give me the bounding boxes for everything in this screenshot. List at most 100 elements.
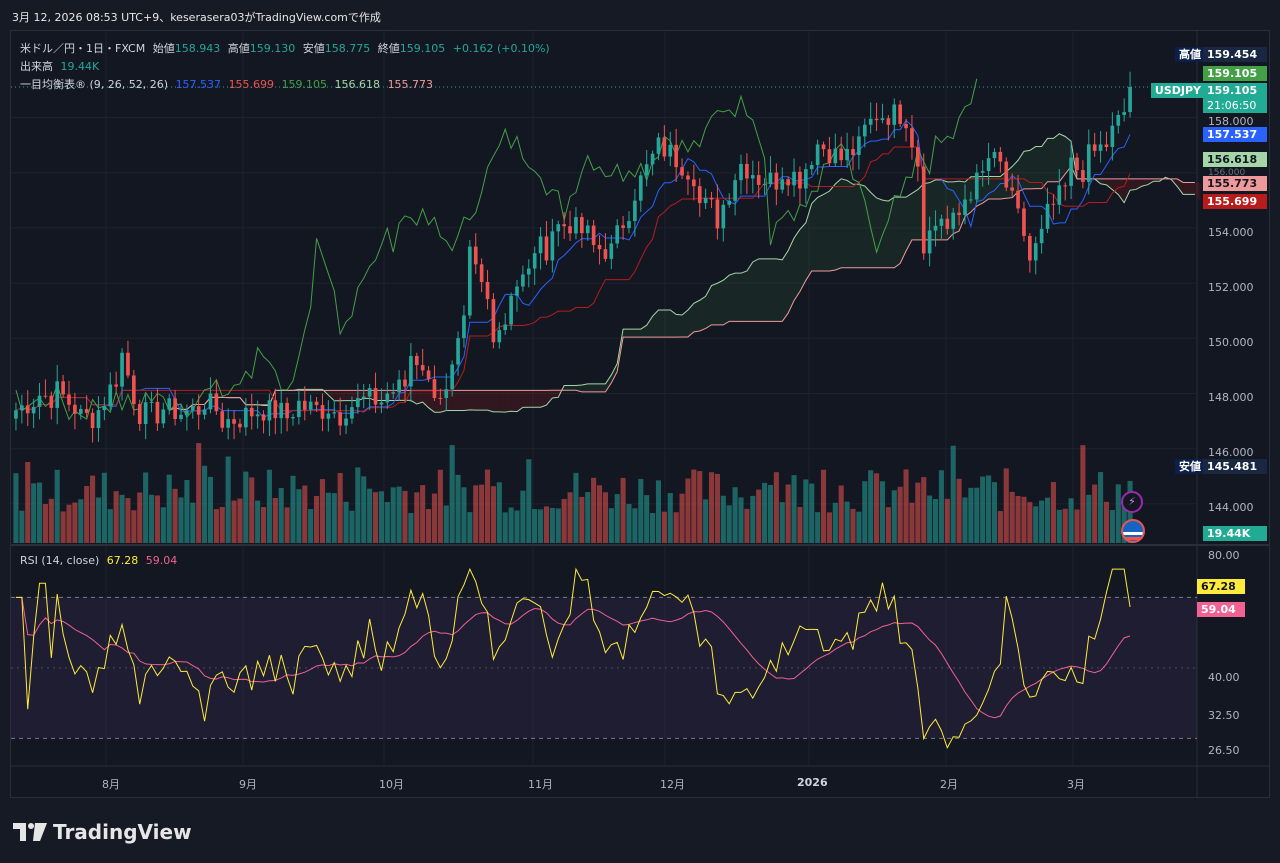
volume-bar [579, 496, 585, 543]
rsi-tick: 80.00 [1208, 549, 1240, 562]
volume-bar [367, 488, 373, 543]
cloud-segment [782, 250, 789, 322]
tenkan-value: 157.537 [175, 78, 222, 91]
rsi-line [15, 567, 1131, 749]
cloud-segment [1106, 178, 1113, 190]
volume-bar [1115, 484, 1121, 543]
volume-bar [455, 474, 461, 543]
volume-bar [119, 494, 125, 543]
candle-body [1039, 228, 1044, 244]
cloud-segment [1053, 133, 1060, 182]
high-marker-value: 159.454 [1203, 47, 1267, 62]
candle-body [650, 153, 655, 165]
candle-body [208, 393, 213, 410]
cloud-segment [664, 309, 671, 338]
volume-bar [997, 511, 1003, 543]
cloud-segment [900, 197, 907, 264]
candle-body [798, 171, 802, 189]
chart-frame[interactable]: 米ドル／円・1日・FXCM 始値158.943 高値159.130 安値158.… [10, 30, 1270, 798]
symbol-tag: USDJPY [1150, 83, 1205, 98]
candle-body [969, 199, 973, 201]
volume-bar [791, 475, 797, 543]
volume-bar [19, 510, 25, 543]
candle-body [108, 384, 113, 406]
volume-bar [632, 508, 638, 543]
volume-bar [243, 471, 249, 543]
change-value: +0.162 (+0.10%) [452, 42, 550, 55]
countdown-badge: 21:06:50 [1203, 98, 1267, 113]
candle-body [291, 417, 295, 419]
candle-body [538, 236, 543, 254]
chart-canvas[interactable] [11, 31, 1269, 797]
volume-bar [591, 477, 597, 543]
volume-bar [549, 507, 555, 543]
cloud-segment [829, 184, 836, 272]
time-label: 11月 [528, 778, 553, 791]
candle-body [762, 184, 767, 186]
close-label: 終値 [377, 42, 400, 55]
candle-body [173, 398, 177, 419]
candle-body [67, 394, 71, 405]
cloud-segment [670, 309, 677, 338]
candle-body [674, 144, 678, 168]
candle-body [1016, 190, 1020, 209]
candle-body [78, 408, 83, 414]
candle-body [809, 165, 814, 170]
volume-bar [991, 482, 998, 543]
us-flag-event-icon[interactable] [1121, 519, 1145, 543]
candle-body [1028, 235, 1032, 261]
candle-body [49, 395, 54, 408]
candle-body [851, 149, 855, 156]
candle-body [998, 151, 1003, 162]
volume-bar [508, 507, 514, 543]
cloud-segment [853, 184, 859, 268]
volume-bar [148, 494, 155, 543]
tradingview-logo[interactable]: TradingView [13, 820, 192, 844]
cloud-segment [599, 383, 606, 392]
lightning-event-icon[interactable]: ⚡ [1121, 491, 1143, 513]
price-tick: 148.000 [1208, 391, 1254, 404]
volume-bar [202, 465, 208, 543]
candle-body [73, 404, 77, 414]
volume-bar [685, 478, 691, 543]
candle-body [1051, 203, 1056, 205]
volume-bar [125, 498, 131, 543]
cloud-segment [864, 186, 871, 268]
candle-body [403, 379, 407, 387]
cloud-segment [528, 390, 535, 408]
volume-bar [60, 511, 66, 543]
volume-bar [921, 477, 927, 543]
candle-body [709, 197, 714, 200]
volume-bar [101, 472, 107, 543]
candle-body [774, 172, 779, 190]
volume-bar [762, 482, 768, 543]
volume-bar [1021, 496, 1027, 543]
candle-body [697, 186, 702, 204]
cloud-segment [646, 316, 653, 338]
cloud-segment [1059, 133, 1066, 182]
candle-body [892, 104, 897, 125]
cloud-segment [994, 176, 1001, 199]
candle-body [491, 299, 496, 343]
volume-bar [48, 498, 54, 543]
time-label: 2月 [940, 778, 958, 791]
candle-body [1022, 208, 1026, 236]
candle-body [367, 388, 372, 397]
candle-body [963, 199, 967, 215]
volume-bar [956, 478, 962, 543]
volume-bar [160, 507, 166, 543]
high-marker-label: 高値 [1175, 47, 1205, 62]
candle-body [662, 137, 667, 157]
attribution-bar: 3月 12, 2026 08:53 UTC+9、keserasera03がTra… [0, 0, 1280, 30]
cloud-segment [552, 390, 559, 398]
cloud-segment [746, 261, 753, 322]
cloud-segment [487, 390, 494, 412]
candle-body [432, 379, 437, 398]
candle-body [409, 355, 413, 387]
cloud-segment [593, 383, 600, 392]
volume-bar [714, 473, 720, 543]
candle-body [232, 419, 236, 424]
cloud-segment [469, 390, 476, 411]
volume-bar [986, 475, 992, 543]
volume-bar [1103, 501, 1110, 543]
